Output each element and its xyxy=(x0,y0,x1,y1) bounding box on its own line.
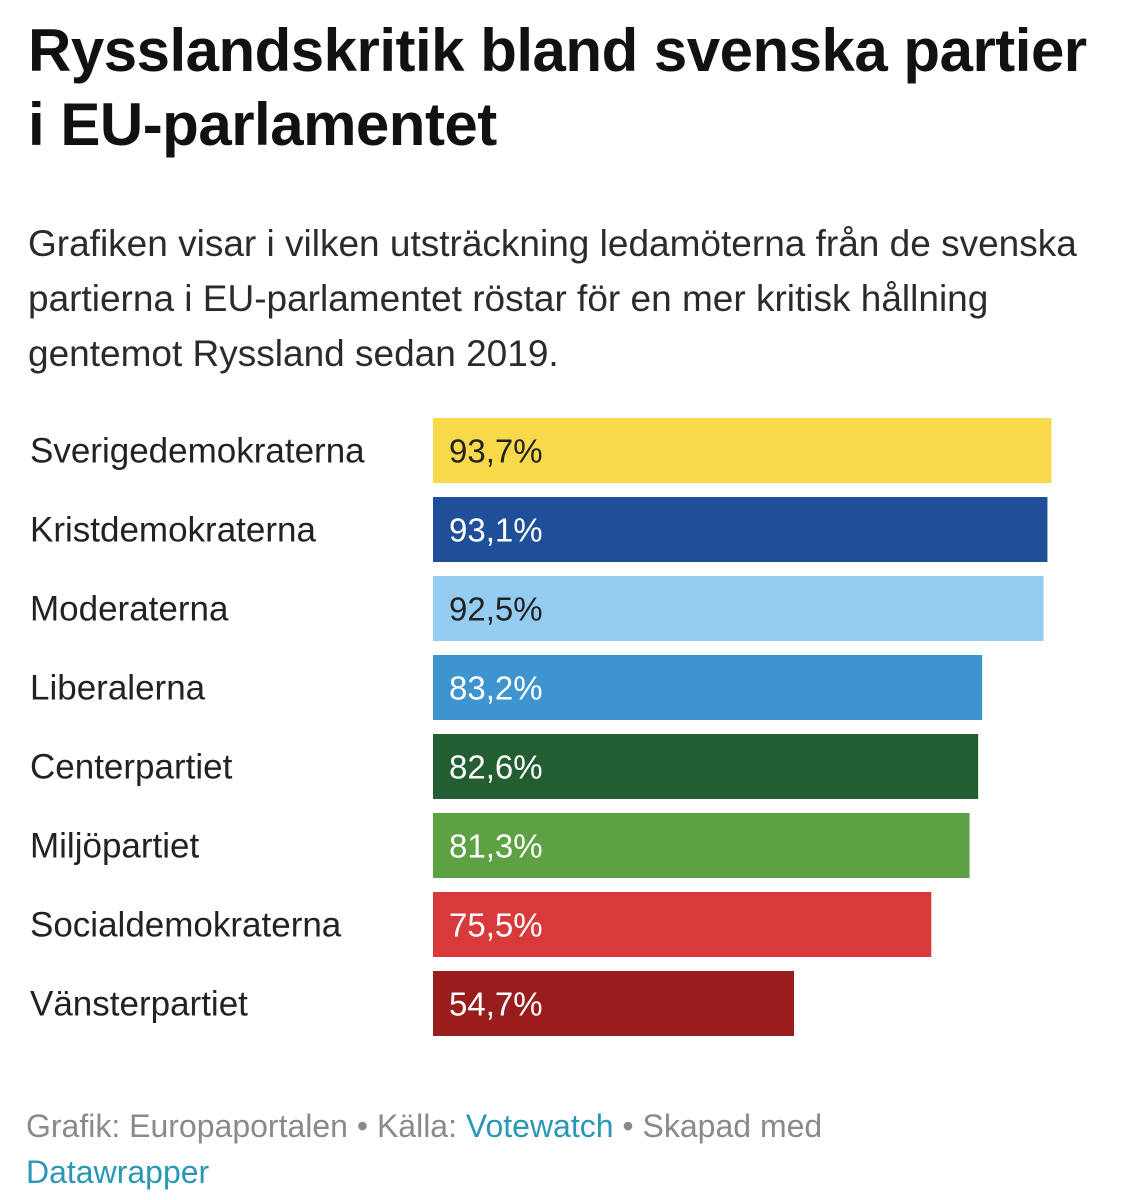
bar-sverigedemokraterna xyxy=(433,418,1052,483)
category-label-sverigedemokraterna: Sverigedemokraterna xyxy=(30,432,365,471)
bar-moderaterna xyxy=(433,576,1044,641)
bar-liberalerna xyxy=(433,655,983,720)
category-label-centerpartiet: Centerpartiet xyxy=(30,748,233,787)
value-label-sverigedemokraterna: 93,7% xyxy=(449,433,543,470)
value-label-miljopartiet: 81,3% xyxy=(449,828,543,865)
category-label-moderaterna: Moderaterna xyxy=(30,590,229,629)
chart-subtitle: Grafiken visar i vilken utsträckning led… xyxy=(28,223,1077,374)
value-label-socialdemokraterna: 75,5% xyxy=(449,907,543,944)
chart-title: Rysslandskritik bland svenska partier i … xyxy=(28,17,1087,158)
category-label-vansterpartiet: Vänsterpartiet xyxy=(30,985,248,1024)
graphic-credit: Grafik: Europaportalen xyxy=(26,1108,348,1144)
created-with-label: Skapad med xyxy=(642,1108,823,1144)
footer-separator: • xyxy=(622,1108,634,1144)
source-link[interactable]: Votewatch xyxy=(465,1108,614,1144)
bar-centerpartiet xyxy=(433,734,979,799)
category-label-kristdemokraterna: Kristdemokraterna xyxy=(30,511,316,550)
category-label-liberalerna: Liberalerna xyxy=(30,669,206,708)
category-label-socialdemokraterna: Socialdemokraterna xyxy=(30,906,342,945)
bar-kristdemokraterna xyxy=(433,497,1048,562)
footer-separator: • xyxy=(356,1108,369,1144)
bar-socialdemokraterna xyxy=(433,892,932,957)
value-label-centerpartiet: 82,6% xyxy=(449,749,543,786)
chart-footer: Grafik: Europaportalen • Källa: Votewatc… xyxy=(26,1103,1116,1195)
value-label-moderaterna: 92,5% xyxy=(449,591,543,628)
datawrapper-link[interactable]: Datawrapper xyxy=(26,1154,210,1190)
value-label-kristdemokraterna: 93,1% xyxy=(449,512,543,549)
bar-chart: Sverigedemokraterna 93,7% Kristdemokratern… xyxy=(30,418,1052,1036)
category-label-miljopartiet: Miljöpartiet xyxy=(30,827,199,866)
bar-vansterpartiet xyxy=(433,971,795,1036)
source-label: Källa: xyxy=(376,1108,457,1144)
bar-miljopartiet xyxy=(433,813,970,878)
value-label-liberalerna: 83,2% xyxy=(449,670,543,707)
value-label-vansterpartiet: 54,7% xyxy=(449,986,543,1023)
